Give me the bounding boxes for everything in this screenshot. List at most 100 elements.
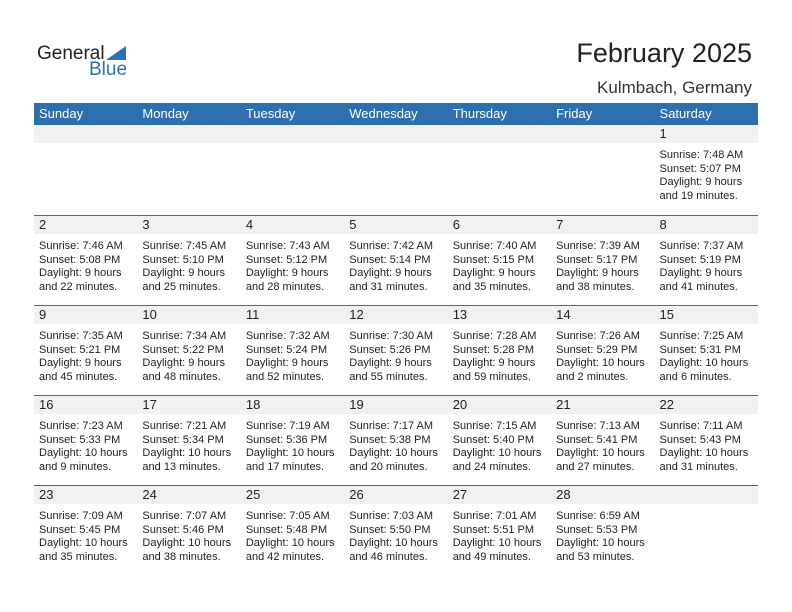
sunset: Sunset: 5:10 PM — [142, 253, 224, 266]
sunset: Sunset: 5:14 PM — [349, 253, 431, 266]
calendar-grid: 1 Sunrise: 7:48 AM Sunset: 5:07 PM Daylight… — [34, 125, 758, 575]
day-number: 8 — [659, 217, 667, 232]
day-cell: 18 Sunrise: 7:19 AM Sunset: 5:36 PM Dayligh… — [241, 396, 344, 485]
day-cell: 17 Sunrise: 7:21 AM Sunset: 5:34 PM Dayligh… — [137, 396, 240, 485]
logo-general: General — [37, 43, 105, 64]
daylight: Daylight: 9 hours — [39, 267, 122, 280]
sunrise: Sunrise: 7:05 AM — [245, 510, 330, 522]
daylight-minutes: and 48 minutes. — [142, 370, 221, 383]
day-number: 1 — [659, 126, 667, 141]
sunset: Sunset: 5:53 PM — [556, 523, 638, 536]
sunrise: Sunrise: 7:03 AM — [349, 510, 434, 522]
day-cell: 1 Sunrise: 7:48 AM Sunset: 5:07 PM Daylight… — [655, 125, 758, 215]
sunrise: Sunrise: 7:39 AM — [556, 240, 640, 252]
sunrise: Sunrise: 7:11 AM — [659, 420, 743, 432]
sunset: Sunset: 5:22 PM — [142, 343, 224, 356]
weekday-friday: Friday — [556, 106, 593, 121]
day-number: 27 — [452, 487, 468, 502]
daylight: Daylight: 10 hours — [556, 447, 645, 460]
daylight-minutes: and 46 minutes. — [349, 550, 428, 563]
daylight-minutes: and 38 minutes. — [556, 280, 635, 293]
daylight: Daylight: 9 hours — [245, 267, 329, 280]
sunrise: Sunrise: 7:28 AM — [452, 330, 537, 342]
day-cell: 15 Sunrise: 7:25 AM Sunset: 5:31 PM Dayligh… — [655, 306, 758, 395]
sunset: Sunset: 5:34 PM — [142, 433, 224, 446]
day-cell: 27 Sunrise: 7:01 AM Sunset: 5:51 PM Dayligh… — [448, 486, 551, 575]
weekday-saturday: Saturday — [659, 106, 712, 121]
weekday-tuesday: Tuesday — [245, 106, 296, 121]
sunrise: Sunrise: 7:37 AM — [659, 240, 744, 252]
sunset: Sunset: 5:26 PM — [349, 343, 431, 356]
daylight: Daylight: 10 hours — [142, 537, 232, 550]
sunrise: Sunrise: 7:01 AM — [452, 510, 537, 522]
daylight-minutes: and 9 minutes. — [39, 460, 112, 473]
sunrise: Sunrise: 7:35 AM — [39, 330, 123, 342]
logo-blue: Blue — [89, 59, 128, 80]
daylight-minutes: and 20 minutes. — [349, 460, 428, 473]
sunset: Sunset: 5:41 PM — [556, 433, 638, 446]
weekday-sunday: Sunday — [39, 106, 84, 121]
sunrise: Sunrise: 7:30 AM — [349, 330, 434, 342]
daylight: Daylight: 10 hours — [39, 537, 128, 550]
day-number: 19 — [349, 397, 364, 412]
daylight-minutes: and 22 minutes. — [39, 280, 118, 293]
day-cell: 3 Sunrise: 7:45 AM Sunset: 5:10 PM Daylight… — [137, 216, 240, 305]
sunrise: Sunrise: 7:09 AM — [39, 510, 123, 522]
day-number: 23 — [39, 487, 54, 502]
logo-triangle-icon — [106, 46, 126, 60]
day-number: 4 — [245, 217, 254, 232]
daylight-minutes: and 28 minutes. — [245, 280, 325, 293]
daylight: Daylight: 10 hours — [39, 447, 128, 460]
day-cell: 24 Sunrise: 7:07 AM Sunset: 5:46 PM Dayligh… — [137, 486, 240, 575]
sunset: Sunset: 5:15 PM — [452, 253, 535, 266]
day-cell: 2 Sunrise: 7:46 AM Sunset: 5:08 PM Daylight… — [34, 216, 137, 305]
sunrise: Sunrise: 7:45 AM — [142, 240, 227, 252]
sunrise: Sunrise: 7:42 AM — [349, 240, 434, 252]
daylight-minutes: and 24 minutes. — [452, 460, 531, 473]
sunrise: Sunrise: 7:26 AM — [556, 330, 640, 342]
sunset: Sunset: 5:19 PM — [659, 253, 741, 266]
daylight: Daylight: 10 hours — [659, 447, 749, 460]
daylight: Daylight: 10 hours — [349, 447, 438, 460]
logo: General Blue — [37, 43, 132, 81]
week-band — [34, 216, 758, 234]
daylight-minutes: and 27 minutes. — [556, 460, 635, 473]
day-number: 28 — [556, 487, 571, 502]
sunset: Sunset: 5:50 PM — [349, 523, 431, 536]
day-number: 2 — [39, 217, 47, 232]
day-cell: 9 Sunrise: 7:35 AM Sunset: 5:21 PM Daylight… — [34, 306, 137, 395]
daylight-minutes: and 25 minutes. — [142, 280, 221, 293]
empty-cell — [551, 125, 654, 215]
daylight: Daylight: 10 hours — [349, 537, 438, 550]
sunset: Sunset: 5:07 PM — [659, 162, 741, 175]
day-cell: 14 Sunrise: 7:26 AM Sunset: 5:29 PM Dayligh… — [551, 306, 654, 395]
daylight: Daylight: 9 hours — [452, 267, 536, 280]
sunset: Sunset: 5:17 PM — [556, 253, 638, 266]
sunset: Sunset: 5:08 PM — [39, 253, 121, 266]
sunrise: Sunrise: 7:25 AM — [659, 330, 744, 342]
week-band — [34, 306, 758, 324]
daylight-minutes: and 55 minutes. — [349, 370, 428, 383]
day-cell: 20 Sunrise: 7:15 AM Sunset: 5:40 PM Dayligh… — [448, 396, 551, 485]
day-number: 6 — [452, 217, 460, 232]
sunset: Sunset: 5:38 PM — [349, 433, 431, 446]
day-cell: 13 Sunrise: 7:28 AM Sunset: 5:28 PM Dayligh… — [448, 306, 551, 395]
sunset: Sunset: 5:43 PM — [659, 433, 741, 446]
daylight-minutes: and 53 minutes. — [556, 550, 635, 563]
daylight-minutes: and 19 minutes. — [659, 189, 738, 202]
daylight: Daylight: 9 hours — [556, 267, 639, 280]
empty-cell — [34, 125, 137, 215]
day-number: 9 — [39, 307, 47, 322]
daylight-minutes: and 31 minutes. — [659, 460, 738, 473]
sunset: Sunset: 5:36 PM — [245, 433, 328, 446]
daylight: Daylight: 10 hours — [142, 447, 232, 460]
daylight-minutes: and 31 minutes. — [349, 280, 428, 293]
sunset: Sunset: 5:33 PM — [39, 433, 121, 446]
day-cell: 28 Sunrise: 6:59 AM Sunset: 5:53 PM Dayligh… — [551, 486, 654, 575]
daylight: Daylight: 10 hours — [452, 447, 542, 460]
day-cell: 21 Sunrise: 7:13 AM Sunset: 5:41 PM Dayligh… — [551, 396, 654, 485]
week-row: 16 Sunrise: 7:23 AM Sunset: 5:33 PM Dayligh… — [34, 395, 758, 485]
daylight-minutes: and 41 minutes. — [659, 280, 738, 293]
daylight-minutes: and 38 minutes. — [142, 550, 221, 563]
sunset: Sunset: 5:51 PM — [452, 523, 535, 536]
